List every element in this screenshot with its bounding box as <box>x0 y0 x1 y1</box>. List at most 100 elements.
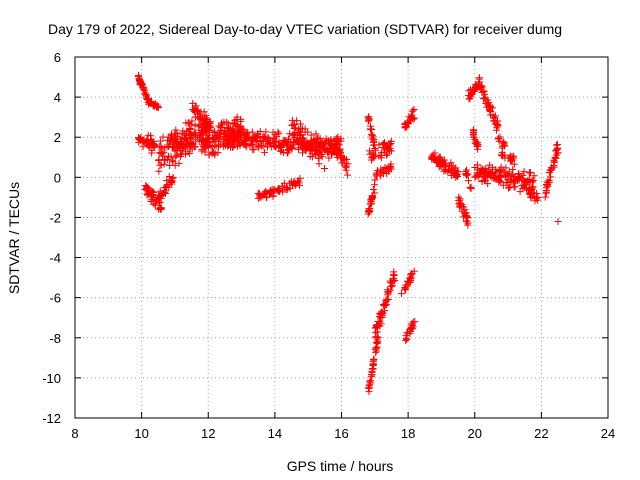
data-point <box>408 107 416 115</box>
data-point <box>371 345 379 353</box>
data-point <box>274 128 282 136</box>
data-point <box>143 185 151 193</box>
data-point <box>203 115 211 123</box>
data-point <box>141 90 149 98</box>
data-point <box>480 87 488 95</box>
data-point <box>264 143 272 151</box>
data-point <box>315 143 323 151</box>
data-point <box>337 151 345 159</box>
data-point <box>407 323 415 331</box>
data-point <box>168 180 176 188</box>
data-point <box>368 125 376 133</box>
data-point <box>378 309 386 317</box>
data-point <box>467 184 475 192</box>
data-point <box>312 130 320 138</box>
data-point <box>486 172 494 180</box>
data-point <box>327 136 335 144</box>
data-point <box>366 150 374 158</box>
data-point <box>246 142 254 150</box>
data-point <box>164 133 172 141</box>
data-point <box>450 166 458 174</box>
data-point <box>212 132 220 140</box>
data-point <box>150 141 158 149</box>
data-point <box>156 161 164 169</box>
data-point <box>466 184 474 192</box>
data-point <box>527 193 535 201</box>
data-point <box>447 159 455 167</box>
data-point <box>260 148 268 156</box>
data-point <box>241 131 249 139</box>
data-point <box>240 141 248 149</box>
data-point <box>171 130 179 138</box>
data-point <box>168 131 176 139</box>
data-point <box>267 138 275 146</box>
data-point <box>482 177 490 185</box>
data-point <box>528 192 536 200</box>
data-point <box>149 102 157 110</box>
x-tick-label: 12 <box>201 426 215 441</box>
data-point <box>195 126 203 134</box>
data-point <box>466 94 474 102</box>
data-point <box>390 268 398 276</box>
y-tick-label: 6 <box>54 50 61 65</box>
data-point <box>168 157 176 165</box>
data-point <box>407 273 415 281</box>
data-point <box>406 117 414 125</box>
data-point <box>491 174 499 182</box>
data-point <box>530 172 538 180</box>
data-point <box>203 123 211 131</box>
data-point <box>496 133 504 141</box>
data-point <box>262 128 270 136</box>
data-point <box>157 205 165 213</box>
data-point <box>134 72 142 80</box>
data-point <box>371 324 379 332</box>
data-point <box>520 167 528 175</box>
data-point <box>165 173 173 181</box>
data-point <box>507 157 515 165</box>
data-point <box>380 166 388 174</box>
data-point <box>149 193 157 201</box>
data-point <box>148 98 156 106</box>
data-point <box>191 143 199 151</box>
data-point <box>411 114 419 122</box>
data-point <box>192 102 200 110</box>
data-point <box>229 119 237 127</box>
data-point <box>339 159 347 167</box>
data-point <box>317 151 325 159</box>
data-point <box>520 183 528 191</box>
data-points <box>134 71 562 396</box>
data-point <box>390 275 398 283</box>
data-point <box>155 143 163 151</box>
data-point <box>249 134 257 142</box>
data-point <box>372 347 380 355</box>
y-tick-label: 4 <box>54 90 61 105</box>
data-point <box>372 333 380 341</box>
data-point <box>530 189 538 197</box>
data-point <box>288 116 296 124</box>
data-point <box>380 302 388 310</box>
data-point <box>285 135 293 143</box>
data-point <box>467 86 475 94</box>
data-point <box>491 120 499 128</box>
data-point <box>369 364 377 372</box>
data-point <box>496 173 504 181</box>
data-point <box>180 134 188 142</box>
data-point <box>307 146 315 154</box>
data-point <box>325 154 333 162</box>
data-point <box>492 165 500 173</box>
data-point <box>187 132 195 140</box>
data-point <box>208 143 216 151</box>
data-point <box>250 145 258 153</box>
data-point <box>373 170 381 178</box>
data-point <box>261 189 269 197</box>
data-point <box>499 181 507 189</box>
data-point <box>513 177 521 185</box>
y-tick-label: -4 <box>49 251 61 266</box>
data-point <box>504 184 512 192</box>
data-point <box>236 142 244 150</box>
data-point <box>200 119 208 127</box>
data-point <box>468 91 476 99</box>
data-point <box>369 186 377 194</box>
data-point <box>364 114 372 122</box>
